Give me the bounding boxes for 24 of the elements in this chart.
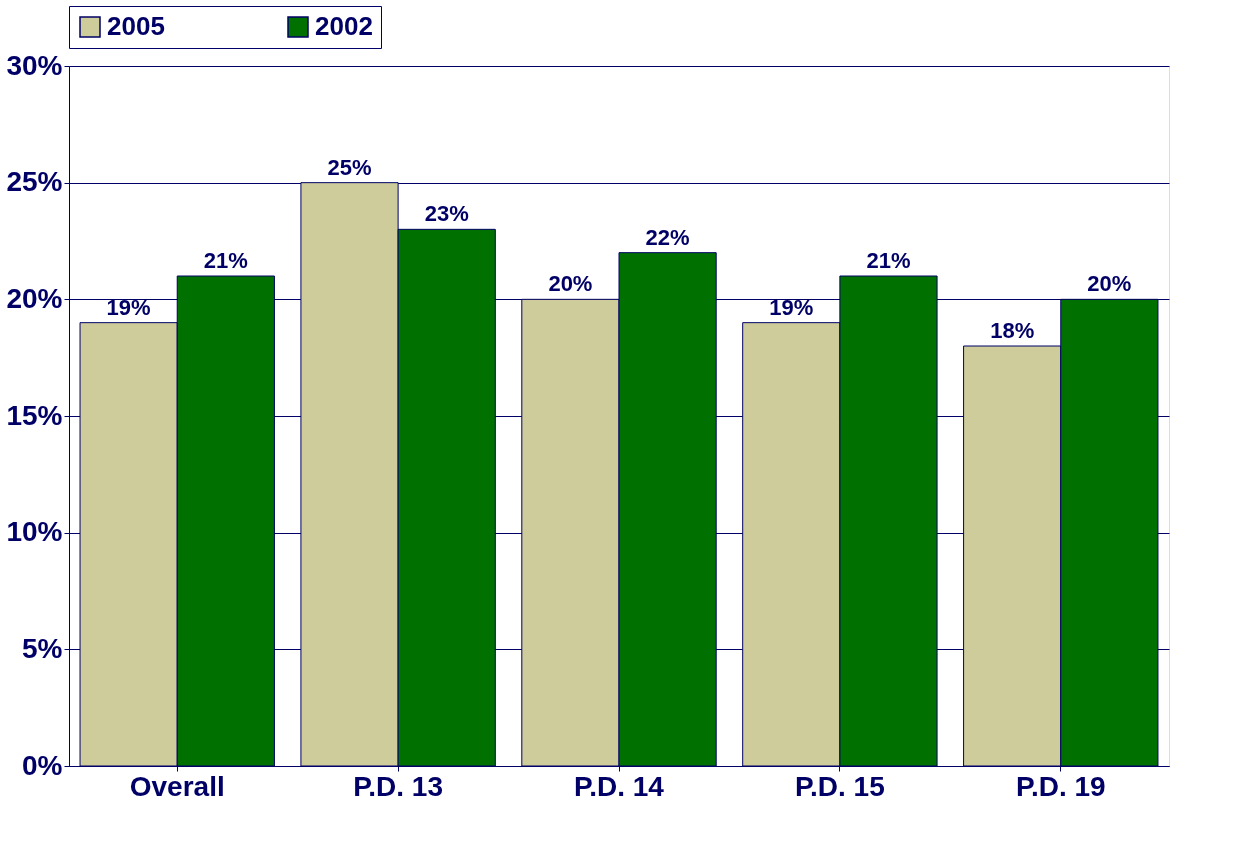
x-tick-label: Overall	[129, 770, 225, 802]
text: 25%	[327, 154, 372, 180]
text: 20%	[548, 271, 593, 297]
y-tick-label: 30%	[6, 49, 63, 81]
legend-label: 2002	[315, 11, 373, 41]
text: 19%	[106, 294, 151, 320]
text: 20%	[1087, 271, 1132, 297]
y-tick-label: 25%	[6, 166, 63, 198]
legend-label: 2005	[107, 11, 165, 41]
text: 21%	[866, 248, 911, 273]
x-tick-label: P.D. 13	[353, 770, 444, 802]
y-tick-label: 20%	[6, 282, 63, 314]
text: 18%	[990, 318, 1035, 343]
y-tick-label: 5%	[22, 632, 63, 664]
x-tick-label: P.D. 15	[794, 770, 885, 802]
text: 23%	[424, 201, 469, 227]
text: 22%	[645, 224, 690, 250]
x-tick-label: P.D. 19	[1015, 770, 1106, 802]
text: 19%	[769, 294, 814, 320]
y-tick-label: 10%	[6, 516, 63, 548]
y-tick-label: 15%	[6, 399, 63, 431]
y-tick-label: 0%	[22, 749, 63, 781]
text: 21%	[203, 248, 248, 273]
x-tick-label: P.D. 14	[574, 770, 665, 802]
